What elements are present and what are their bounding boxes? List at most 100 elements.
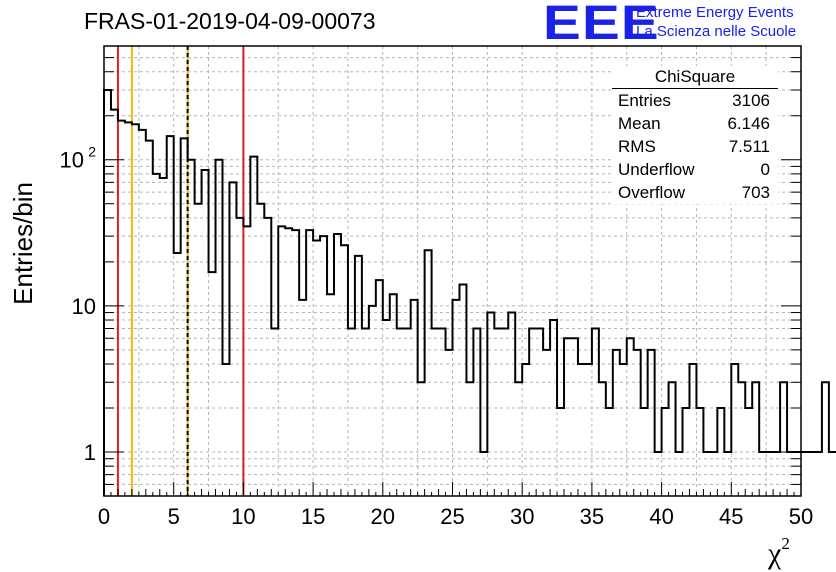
histogram-bin bbox=[522, 364, 529, 496]
x-axis-label: χ2 bbox=[768, 534, 790, 570]
histogram-bin bbox=[202, 170, 209, 496]
histogram-bin bbox=[404, 329, 411, 496]
histogram-bin bbox=[362, 329, 369, 496]
stats-row-underflow: Underflow 0 bbox=[612, 158, 778, 181]
histogram-bin bbox=[703, 452, 710, 496]
histogram-bin bbox=[627, 338, 634, 496]
histogram-bin bbox=[334, 234, 341, 496]
x-tick-label: 45 bbox=[719, 504, 743, 529]
histogram-bin bbox=[759, 452, 766, 496]
histogram-bin bbox=[662, 408, 669, 496]
stats-label: Mean bbox=[618, 114, 661, 133]
histogram-bin bbox=[118, 121, 125, 496]
histogram-bin bbox=[243, 226, 250, 496]
histogram-bin bbox=[466, 382, 473, 496]
stats-value: 703 bbox=[741, 183, 770, 202]
histogram-bin bbox=[313, 241, 320, 496]
histogram-bin bbox=[620, 364, 627, 496]
histogram-bin bbox=[543, 350, 550, 496]
histogram-bin bbox=[801, 452, 808, 496]
histogram-bin bbox=[174, 253, 181, 496]
histogram-bin bbox=[613, 350, 620, 496]
stats-label: Underflow bbox=[618, 160, 695, 179]
histogram-bin bbox=[815, 452, 822, 496]
histogram-outline bbox=[103, 88, 836, 496]
stats-title: ChiSquare bbox=[612, 66, 778, 89]
histogram-bin bbox=[250, 157, 257, 496]
x-tick-label: 10 bbox=[231, 504, 255, 529]
histogram-bin bbox=[550, 320, 557, 496]
logo-caption-line1: Extreme Energy Events bbox=[636, 4, 794, 21]
stats-box: ChiSquare Entries 3106 Mean 6.146 RMS 7.… bbox=[612, 66, 778, 204]
histogram-bin bbox=[257, 204, 264, 496]
x-tick-label: 0 bbox=[98, 504, 110, 529]
histogram-bin bbox=[710, 452, 717, 496]
histogram-bin bbox=[501, 329, 508, 496]
x-tick-label: 20 bbox=[371, 504, 395, 529]
histogram-bin bbox=[724, 452, 731, 496]
histogram-bin bbox=[292, 230, 299, 496]
x-tick-label: 5 bbox=[168, 504, 180, 529]
histogram-bin bbox=[564, 338, 571, 496]
histogram-bin bbox=[132, 124, 139, 496]
histogram-bin bbox=[446, 350, 453, 496]
stats-value: 0 bbox=[760, 160, 770, 179]
stats-row-rms: RMS 7.511 bbox=[612, 135, 778, 158]
histogram-bin bbox=[369, 306, 376, 496]
histogram-bin bbox=[487, 313, 494, 496]
histogram-bin bbox=[285, 228, 292, 496]
histogram-bin bbox=[188, 160, 195, 496]
histogram-bin bbox=[669, 382, 676, 496]
x-tick-label: 35 bbox=[580, 504, 604, 529]
logo-caption: Extreme Energy Events La Scienza nelle S… bbox=[636, 3, 796, 41]
histogram-bin bbox=[222, 364, 229, 496]
histogram-bin bbox=[432, 329, 439, 496]
stats-label: Entries bbox=[618, 91, 671, 110]
histogram-bin bbox=[676, 452, 683, 496]
histogram-bin bbox=[383, 320, 390, 496]
histogram-bin bbox=[766, 452, 773, 496]
histogram-bin bbox=[125, 122, 132, 496]
histogram-bin bbox=[683, 408, 690, 496]
histogram-bin bbox=[606, 408, 613, 496]
histogram-bin bbox=[229, 182, 236, 496]
histogram-bin bbox=[494, 329, 501, 496]
histogram-bin bbox=[829, 452, 836, 496]
histogram-bin bbox=[571, 338, 578, 496]
histogram-bin bbox=[411, 300, 418, 496]
x-tick-label: 25 bbox=[440, 504, 464, 529]
histogram-bin bbox=[641, 408, 648, 496]
histogram-bin bbox=[599, 382, 606, 496]
histogram-bin bbox=[418, 382, 425, 496]
histogram-bin bbox=[717, 408, 724, 496]
histogram-bin bbox=[153, 174, 160, 496]
histogram-bin bbox=[738, 382, 745, 496]
histogram-bin bbox=[167, 136, 174, 496]
histogram-bin bbox=[306, 230, 313, 496]
logo-caption-line2: La Scienza nelle Scuole bbox=[636, 23, 797, 40]
eee-logo: EEE bbox=[543, 0, 660, 50]
y-tick-label-exponent: 2 bbox=[88, 144, 96, 160]
histogram-bin bbox=[752, 382, 759, 496]
histogram-bin bbox=[195, 204, 202, 496]
stats-value: 7.511 bbox=[728, 137, 770, 156]
stats-value: 3106 bbox=[732, 91, 770, 110]
histogram-bin bbox=[390, 294, 397, 496]
histogram-bin bbox=[341, 245, 348, 496]
x-tick-label: 40 bbox=[649, 504, 673, 529]
histogram-bin bbox=[773, 452, 780, 496]
histogram-bin bbox=[515, 382, 522, 496]
histogram-bin bbox=[181, 138, 188, 496]
histogram-bin bbox=[648, 350, 655, 496]
histogram-bin bbox=[271, 329, 278, 496]
histogram-bin bbox=[355, 256, 362, 496]
histogram-bin bbox=[480, 452, 487, 496]
histogram-bin bbox=[731, 364, 738, 496]
stats-value: 6.146 bbox=[727, 114, 770, 133]
histogram-bin bbox=[529, 329, 536, 496]
y-axis-label: Entries/bin bbox=[8, 182, 38, 305]
x-tick-label: 50 bbox=[789, 504, 813, 529]
histogram-bin bbox=[822, 382, 829, 496]
stats-label: RMS bbox=[618, 137, 656, 156]
histogram-bin bbox=[439, 329, 446, 496]
